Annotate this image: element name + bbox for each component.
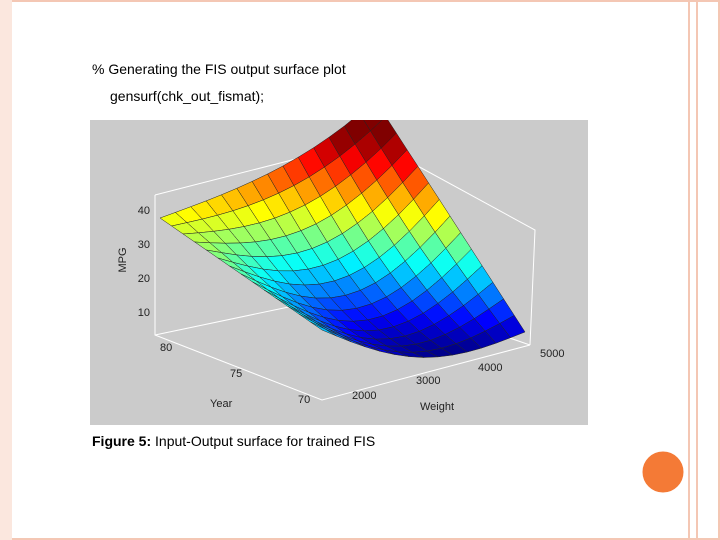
- caption-text: Input-Output surface for trained FIS: [155, 433, 376, 449]
- left-strip: [0, 0, 12, 540]
- weight-tick-label: 3000: [416, 375, 440, 387]
- z-tick-label: 10: [138, 307, 150, 319]
- weight-tick-label: 4000: [478, 362, 502, 374]
- year-tick-label: 75: [230, 368, 242, 380]
- orange-dot: [639, 448, 687, 496]
- z-axis-label: MPG: [117, 247, 129, 272]
- year-tick-label: 70: [298, 394, 310, 406]
- z-tick-label: 20: [138, 273, 150, 285]
- z-tick-label: 30: [138, 239, 150, 251]
- surface-patch: [310, 321, 337, 337]
- axes-edge: [154, 195, 531, 401]
- weight-axis-label: Weight: [420, 401, 454, 413]
- code-command: gensurf(chk_out_fismat);: [110, 88, 265, 104]
- year-axis-label: Year: [210, 398, 233, 410]
- surface-figure: 40 30 20 10 MPG 80 75 70 Year 2000 3000 …: [90, 120, 588, 425]
- weight-tick-label: 5000: [540, 348, 564, 360]
- caption: Figure 5: Input-Output surface for train…: [92, 433, 375, 449]
- code-comment: % Generating the FIS output surface plot: [92, 61, 346, 77]
- axes-edge: [154, 139, 536, 346]
- caption-label: Figure 5:: [92, 433, 152, 449]
- year-tick-label: 80: [160, 342, 172, 354]
- weight-tick-label: 2000: [352, 390, 376, 402]
- z-tick-label: 40: [138, 205, 150, 217]
- surface: [159, 120, 526, 358]
